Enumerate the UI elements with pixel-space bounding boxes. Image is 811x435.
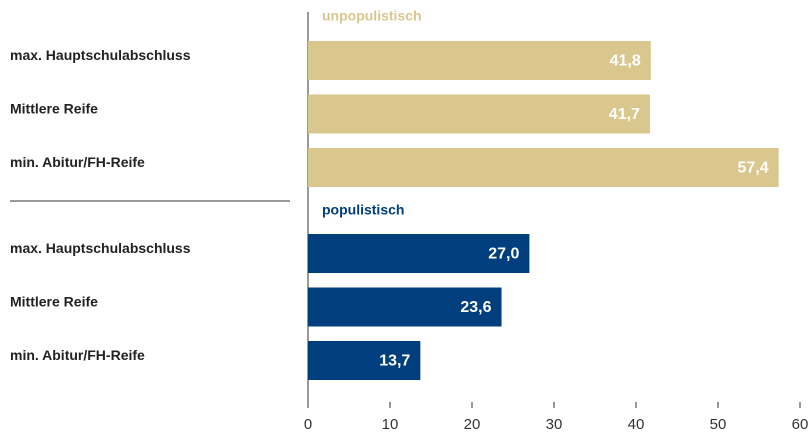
x-tick-label: 50 [710,416,727,433]
category-label: Mittlere Reife [10,101,98,117]
category-label: min. Abitur/FH-Reife [10,154,145,170]
category-label: Mittlere Reife [10,294,98,310]
bar [308,148,779,187]
x-tick-label: 40 [628,416,645,433]
x-tick-label: 30 [546,416,563,433]
value-label: 23,6 [460,299,491,316]
value-label: 27,0 [488,246,519,263]
category-label: min. Abitur/FH-Reife [10,347,145,363]
category-label: max. Hauptschulabschluss [10,47,191,63]
series-label: populistisch [322,202,404,218]
x-tick-label: 0 [304,416,312,433]
category-label: max. Hauptschulabschluss [10,240,191,256]
bar [308,41,651,80]
x-tick-label: 20 [464,416,481,433]
value-label: 41,8 [610,53,641,70]
bar [308,341,421,380]
value-label: 57,4 [738,160,769,177]
bar [308,287,502,327]
x-tick-label: 10 [382,416,399,433]
bar [308,94,650,134]
value-label: 13,7 [379,353,410,370]
bar [308,234,530,273]
value-label: 41,7 [609,106,640,123]
series-label: unpopulistisch [322,8,422,24]
x-tick-label: 60 [792,416,809,433]
